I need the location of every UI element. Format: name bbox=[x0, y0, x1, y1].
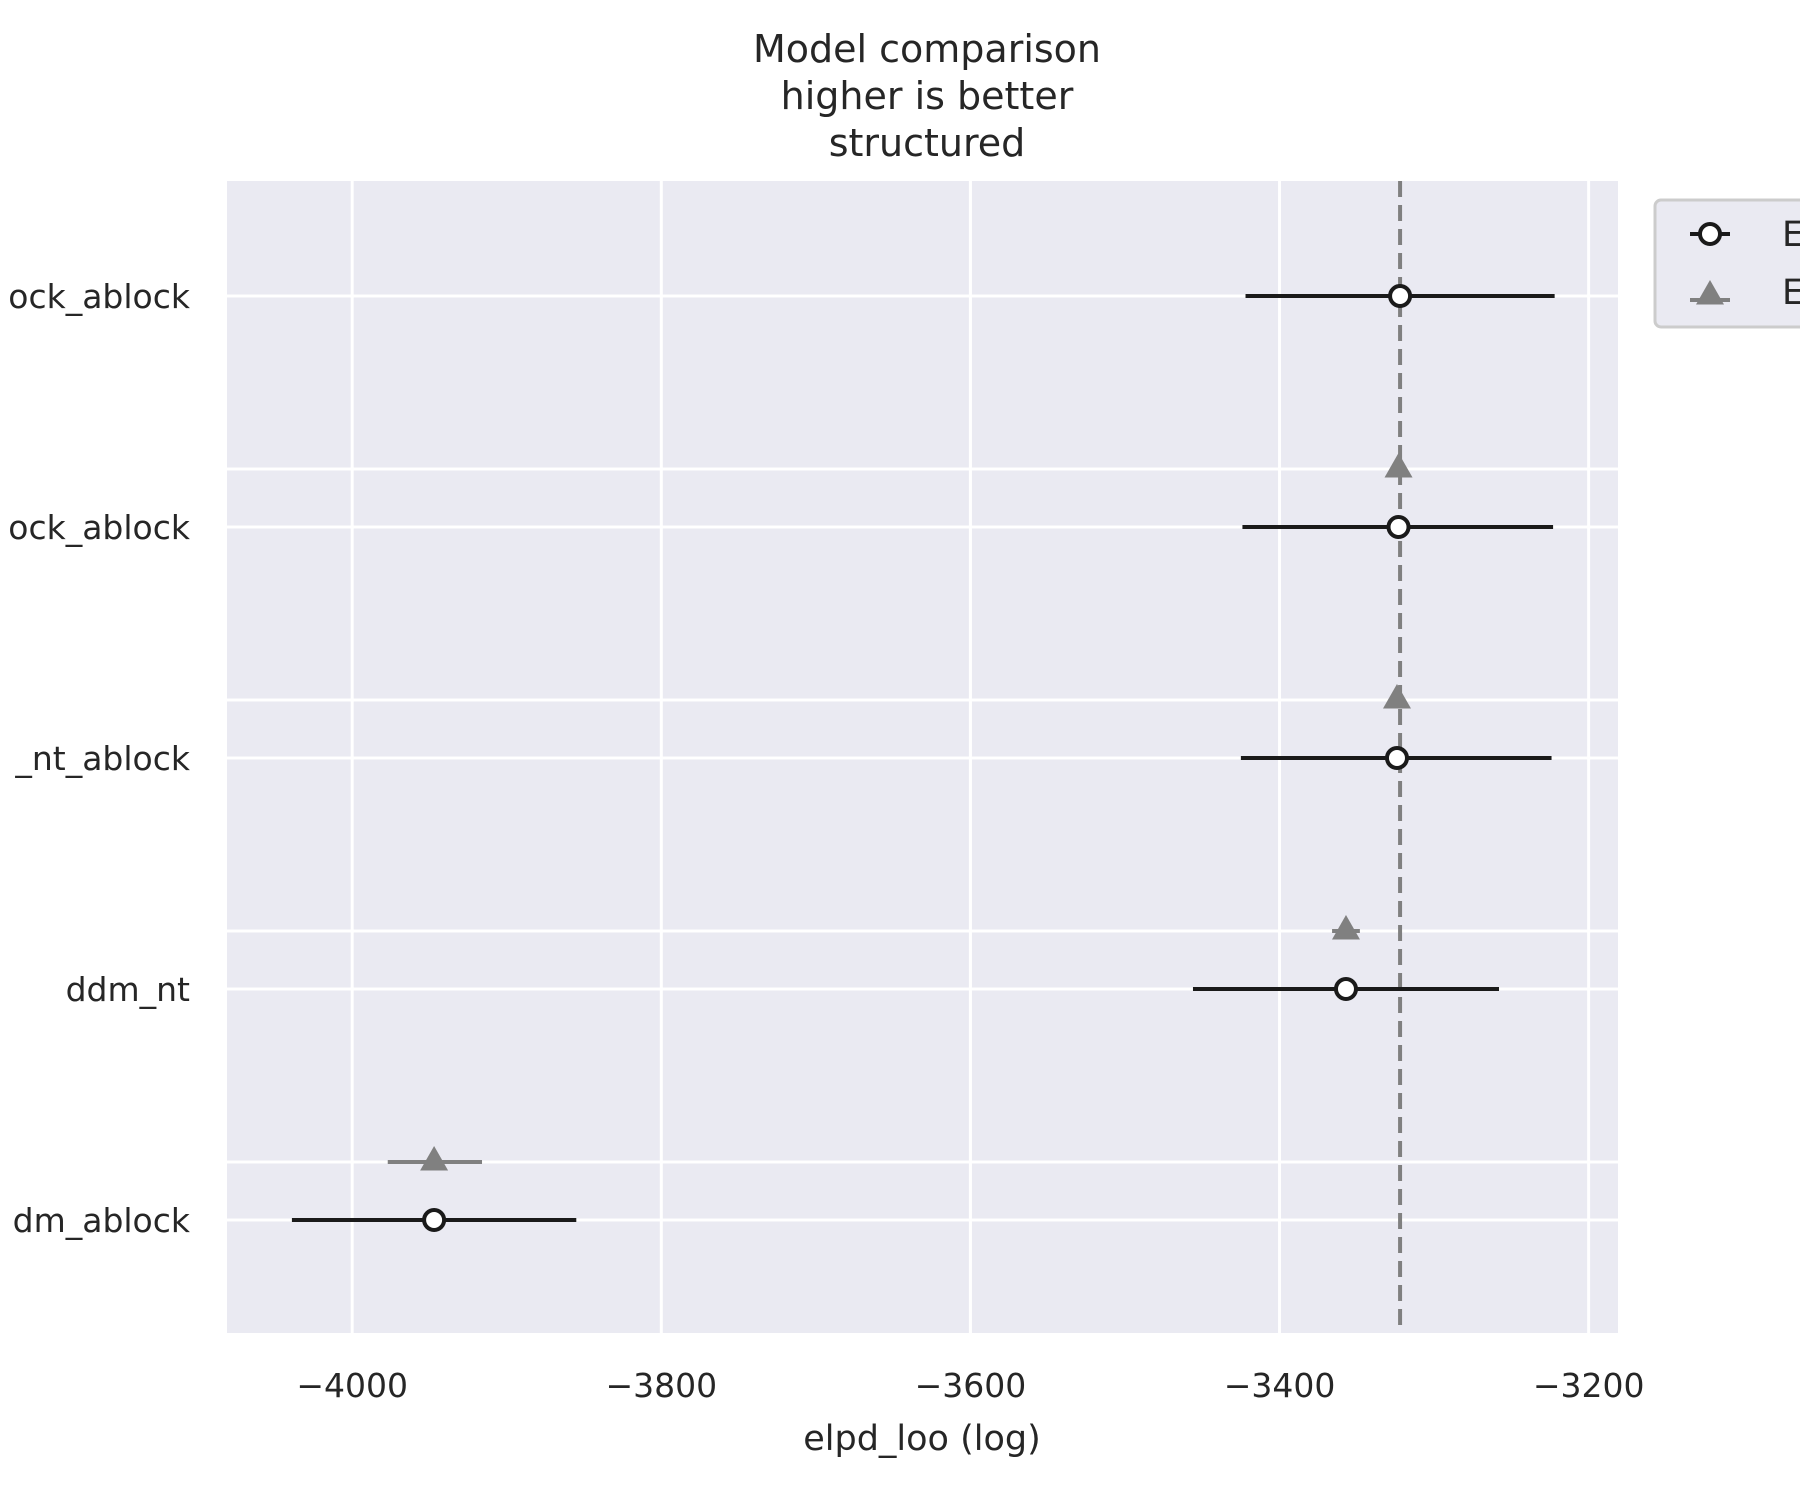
x-tick-labels: −4000 −3800 −3600 −3400 −3200 bbox=[296, 1366, 1644, 1405]
diff-point bbox=[1382, 684, 1411, 709]
y-tick-labels: ock_ablock ock_ablock _nt_ablock ddm_nt dm_a… bbox=[8, 277, 191, 1240]
diff-point bbox=[420, 1146, 449, 1171]
x-axis-label: elpd_loo (log) bbox=[803, 1419, 1041, 1459]
title-line: higher is better bbox=[781, 74, 1074, 118]
elpd-point bbox=[422, 1208, 447, 1232]
y-tick-label: dm_ablock bbox=[13, 1201, 191, 1240]
legend-marker bbox=[1698, 222, 1722, 246]
legend-marker bbox=[1696, 280, 1724, 305]
legend-label: E bbox=[1782, 273, 1800, 313]
title-line: Model comparison bbox=[753, 27, 1101, 71]
elpd-point bbox=[1388, 284, 1413, 308]
legend: EE bbox=[1653, 198, 1800, 329]
legend-box bbox=[1653, 198, 1800, 329]
chart-marks bbox=[291, 284, 1555, 1232]
elpd-point bbox=[1333, 977, 1358, 1001]
y-tick-label: ock_ablock bbox=[8, 277, 191, 316]
x-tick-label: −3600 bbox=[915, 1366, 1027, 1405]
elpd-point bbox=[1384, 746, 1409, 770]
diff-point bbox=[1384, 453, 1413, 478]
elpd-point bbox=[1386, 515, 1411, 539]
y-tick-label: ddm_nt bbox=[66, 970, 190, 1009]
y-tick-label: _nt_ablock bbox=[14, 739, 191, 778]
x-tick-label: −3800 bbox=[605, 1366, 717, 1405]
title-line: structured bbox=[829, 121, 1026, 165]
diff-point bbox=[1331, 915, 1360, 940]
y-tick-label: ock_ablock bbox=[8, 508, 191, 547]
x-tick-label: −3400 bbox=[1224, 1366, 1336, 1405]
x-tick-label: −3200 bbox=[1533, 1366, 1645, 1405]
legend-label: E bbox=[1782, 215, 1800, 255]
x-tick-label: −4000 bbox=[296, 1366, 408, 1405]
